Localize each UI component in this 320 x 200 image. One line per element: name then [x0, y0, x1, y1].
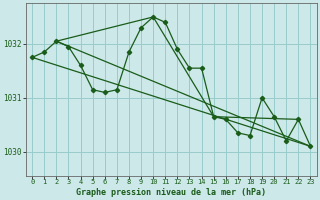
X-axis label: Graphe pression niveau de la mer (hPa): Graphe pression niveau de la mer (hPa) — [76, 188, 266, 197]
